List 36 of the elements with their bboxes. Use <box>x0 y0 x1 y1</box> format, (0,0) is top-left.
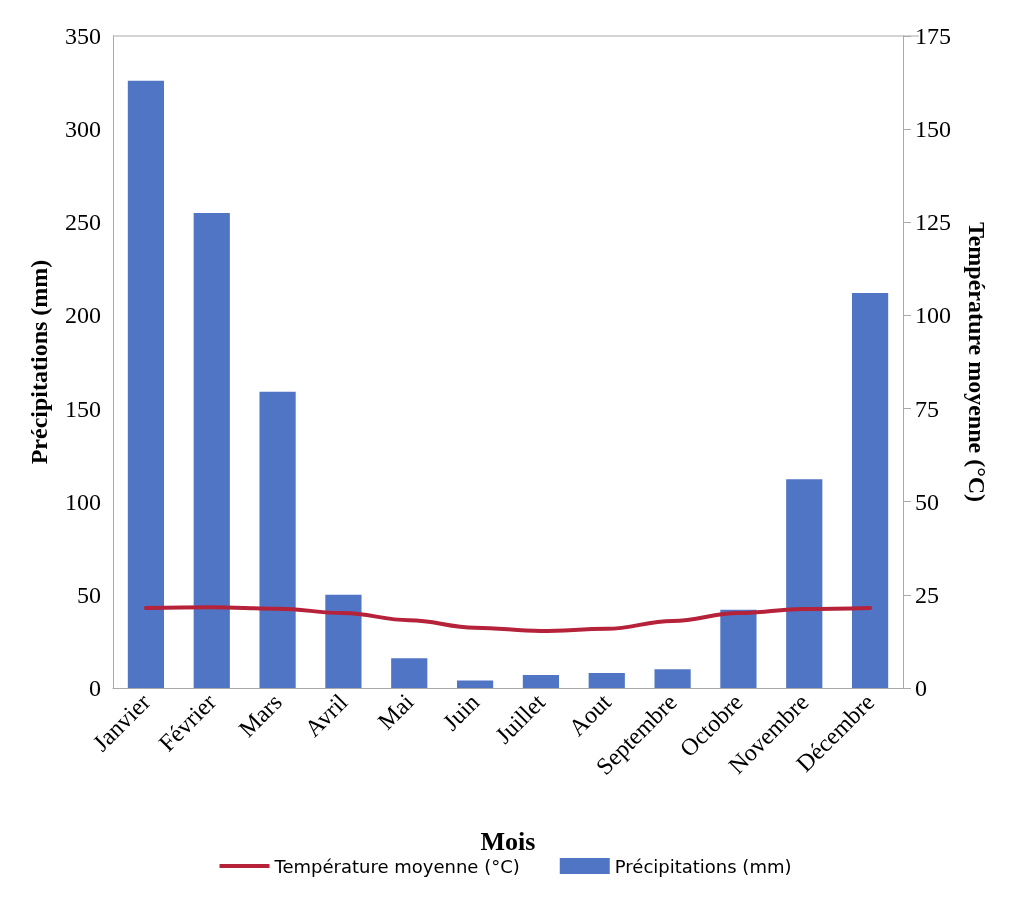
bar <box>259 391 296 688</box>
x-tick-label: Juin <box>437 688 485 736</box>
y2-tick-label: 150 <box>915 116 951 143</box>
y-tick-label: 150 <box>65 395 101 422</box>
y2-tick-label: 75 <box>915 395 939 422</box>
bar <box>851 293 889 688</box>
bar <box>127 80 165 688</box>
bar <box>456 680 494 688</box>
y2-tick-label: 0 <box>915 675 927 701</box>
bar <box>654 669 691 688</box>
line-series <box>143 605 873 633</box>
bar <box>193 212 230 688</box>
y2-tick-label: 50 <box>915 488 939 515</box>
y2-tick-label: 25 <box>915 581 939 608</box>
y2-axis-title: Température moyenne (°C) <box>964 221 990 503</box>
legend-label: Précipitations (mm) <box>614 855 792 877</box>
y-axis-title: Précipitations (mm) <box>26 259 52 465</box>
bar <box>325 594 362 688</box>
bar <box>522 674 560 688</box>
bar <box>786 479 823 688</box>
y2-tick-label: 125 <box>915 209 951 236</box>
y-tick-label: 200 <box>65 302 101 329</box>
y-tick-label: 300 <box>65 116 101 143</box>
y-tick-label: 250 <box>65 209 101 236</box>
bar <box>391 658 428 688</box>
bar <box>720 609 757 688</box>
bar <box>588 673 625 688</box>
y-tick-label: 350 <box>65 23 101 49</box>
y-tick-label: 50 <box>77 581 101 608</box>
x-axis-title: Mois <box>480 826 536 856</box>
y2-tick-label: 175 <box>915 23 951 49</box>
y-tick-label: 0 <box>89 675 101 701</box>
legend-label: Température moyenne (°C) <box>273 855 520 877</box>
y2-tick-label: 100 <box>915 302 951 329</box>
x-tick-label: Mai <box>372 688 419 735</box>
y-tick-label: 100 <box>65 488 101 515</box>
